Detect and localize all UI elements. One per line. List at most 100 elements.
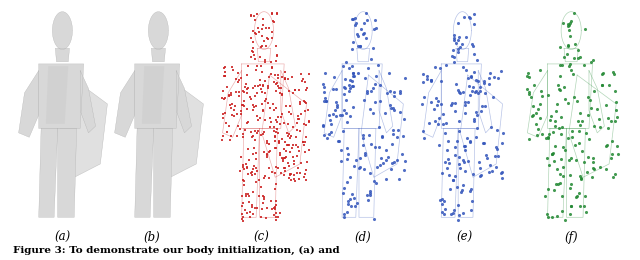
Polygon shape <box>38 64 84 128</box>
Point <box>374 125 384 129</box>
Point <box>220 64 230 69</box>
Point <box>585 98 595 102</box>
Point <box>347 17 357 22</box>
Point <box>474 160 484 164</box>
Point <box>276 75 287 79</box>
Point <box>475 166 485 171</box>
Point <box>609 88 620 93</box>
Point <box>479 79 489 83</box>
Point <box>384 71 394 75</box>
Point <box>241 162 252 166</box>
Point <box>252 31 262 36</box>
Point <box>243 64 253 68</box>
Point <box>375 163 385 167</box>
Point <box>613 152 623 156</box>
Point <box>610 172 620 176</box>
Point <box>574 191 584 195</box>
Point <box>594 117 604 121</box>
Text: (a): (a) <box>54 231 71 244</box>
Point <box>300 140 310 144</box>
Point <box>273 166 284 170</box>
Point <box>607 175 618 179</box>
Point <box>234 77 244 82</box>
Point <box>387 106 397 110</box>
Point <box>543 215 553 219</box>
Point <box>229 108 239 112</box>
Point <box>484 82 494 86</box>
Point <box>369 217 380 221</box>
Point <box>260 91 270 95</box>
Point <box>252 169 262 173</box>
Point <box>269 80 279 84</box>
Point <box>284 89 294 93</box>
Point <box>583 95 593 99</box>
Point <box>216 96 227 100</box>
Point <box>238 135 248 139</box>
Point <box>565 21 575 25</box>
Point <box>262 37 273 41</box>
Point <box>246 130 256 134</box>
Point <box>266 36 276 41</box>
Point <box>287 75 298 79</box>
Point <box>294 88 304 92</box>
Point <box>218 134 228 138</box>
Point <box>247 135 257 139</box>
Point <box>275 90 285 95</box>
Point <box>468 172 478 176</box>
Point <box>567 128 577 133</box>
Point <box>565 186 575 190</box>
Point <box>291 128 301 132</box>
Point <box>284 143 294 147</box>
Point <box>388 90 399 94</box>
Point <box>458 89 468 94</box>
Point <box>335 113 346 117</box>
Point <box>273 84 283 88</box>
Point <box>368 46 378 50</box>
Point <box>579 204 589 209</box>
Point <box>460 160 470 164</box>
Point <box>269 129 280 133</box>
Polygon shape <box>60 75 108 177</box>
Point <box>326 130 337 134</box>
Point <box>371 26 381 30</box>
Point <box>458 65 468 69</box>
Point <box>321 99 331 103</box>
Point <box>389 108 399 112</box>
Point <box>272 11 282 16</box>
Point <box>347 79 357 83</box>
Point <box>447 48 458 52</box>
Point <box>358 143 368 147</box>
Point <box>563 24 573 29</box>
Point <box>272 54 282 58</box>
Point <box>273 86 284 90</box>
Point <box>286 172 296 177</box>
Point <box>531 133 541 137</box>
Point <box>589 124 599 128</box>
Point <box>271 203 282 207</box>
Point <box>292 121 302 126</box>
Point <box>246 55 256 59</box>
Point <box>575 204 585 209</box>
Point <box>441 121 451 125</box>
Point <box>339 215 349 219</box>
Point <box>523 71 533 75</box>
Point <box>337 129 348 133</box>
Point <box>579 63 589 67</box>
Point <box>276 86 286 90</box>
Point <box>529 82 540 87</box>
Point <box>439 199 449 203</box>
Point <box>435 102 445 106</box>
Point <box>449 101 460 105</box>
Point <box>607 139 617 144</box>
Point <box>234 94 244 98</box>
Point <box>299 143 309 147</box>
Point <box>366 142 376 146</box>
Point <box>522 74 532 78</box>
Point <box>452 139 463 143</box>
Point <box>227 113 237 117</box>
Point <box>234 90 244 94</box>
Text: (d): (d) <box>355 231 371 244</box>
Polygon shape <box>38 128 58 217</box>
Point <box>358 136 368 140</box>
Point <box>444 187 454 191</box>
